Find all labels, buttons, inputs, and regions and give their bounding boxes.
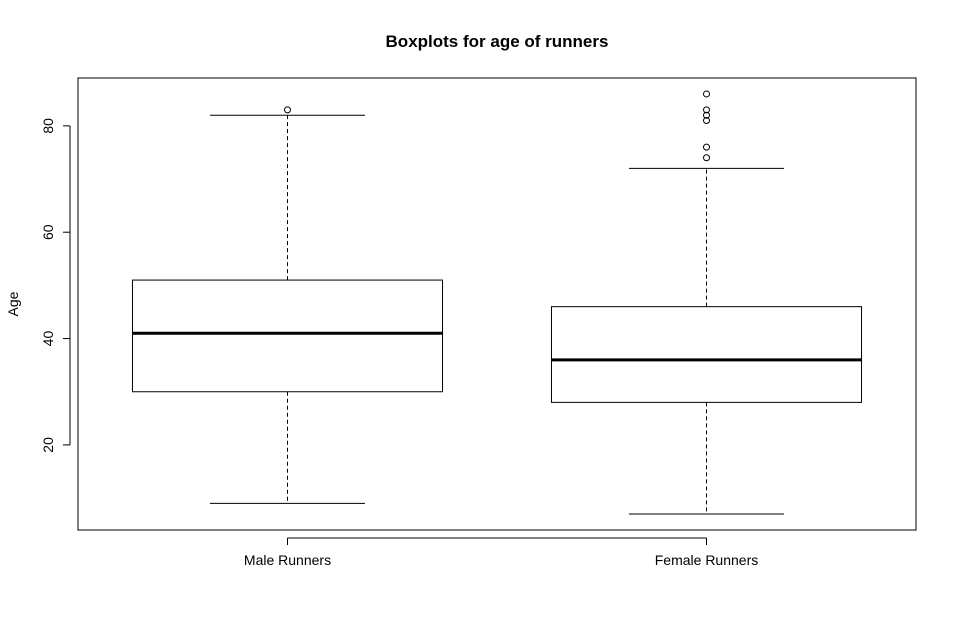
plot-frame [77, 77, 917, 531]
outlier-point [703, 111, 710, 119]
outlier-point [703, 154, 710, 162]
outlier-point [703, 117, 710, 125]
outlier-point [703, 143, 710, 151]
y-axis-label: Age [5, 291, 21, 316]
iqr-box [550, 306, 863, 403]
y-tick-label: 20 [40, 437, 56, 453]
y-tick-label: 60 [40, 224, 56, 240]
x-tick-label: Female Runners [655, 552, 759, 568]
y-tick-label: 40 [40, 331, 56, 347]
iqr-box [131, 279, 444, 393]
y-tick-label: 80 [40, 118, 56, 134]
outlier-point [284, 106, 291, 114]
chart-title: Boxplots for age of runners [386, 32, 609, 51]
x-axis: Male Runners Female Runners [244, 537, 759, 568]
outlier-point [703, 90, 710, 98]
box-male [131, 106, 444, 504]
boxes-layer [131, 90, 863, 515]
x-tick-label: Male Runners [244, 552, 331, 568]
box-female [550, 90, 863, 515]
y-axis: 20 40 60 80 [40, 118, 71, 453]
outlier-point [703, 106, 710, 114]
